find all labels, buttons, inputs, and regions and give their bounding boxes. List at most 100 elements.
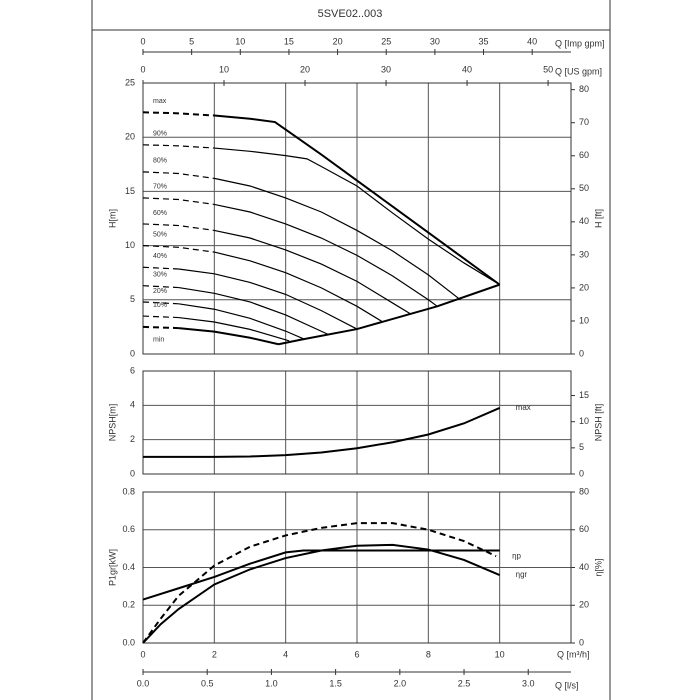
secondary-x-tick-label: 3.0: [522, 678, 535, 688]
y-tick-label: 6: [130, 365, 135, 375]
title: 5SVE02..003: [318, 8, 383, 20]
y2-axis-label: η[%]: [593, 558, 603, 576]
secondary-x-tick-label: 2.0: [394, 678, 407, 688]
y2-tick-label: 30: [579, 249, 589, 259]
curve-label: 20%: [153, 288, 167, 295]
secondary-x-tick-label: 1.5: [329, 678, 342, 688]
plot-frame: [142, 491, 572, 644]
y2-tick-label: 0: [579, 348, 584, 358]
curve: [178, 316, 290, 342]
y2-tick-label: 80: [579, 84, 589, 94]
y2-tick-label: 40: [579, 562, 589, 572]
secondary-x-tick-label: 20: [300, 64, 310, 74]
x-axis-label: Q [m³/h]: [557, 649, 590, 659]
secondary-axis-label: Q [l/s]: [555, 680, 579, 690]
y2-axis-label: NPSH [ft]: [593, 404, 603, 442]
curve-label: ηp: [512, 551, 521, 560]
curve: [142, 543, 501, 644]
y-tick-label: 0.2: [122, 600, 135, 610]
secondary-axis-label: Q [Imp gpm]: [555, 38, 605, 48]
curve: [178, 268, 358, 330]
y2-axis-label: H [ft]: [593, 209, 603, 228]
curve: [178, 286, 329, 336]
curve: [178, 327, 279, 346]
y2-tick-label: 0: [579, 637, 584, 647]
curve-label: 50%: [153, 231, 167, 238]
x-tick-label: 10: [495, 649, 505, 659]
secondary-x-tick-label: 30: [430, 36, 440, 46]
y-axis-label: NPSH[m]: [107, 404, 117, 442]
x-tick-label: 6: [354, 649, 359, 659]
y-tick-label: 0: [130, 468, 135, 478]
y2-tick-label: 80: [579, 486, 589, 496]
x-tick-label: 8: [426, 649, 431, 659]
curve-dashed: [142, 197, 215, 206]
curve-dashed: [142, 285, 179, 289]
y-tick-label: 25: [125, 77, 135, 87]
y-tick-label: 0.6: [122, 524, 135, 534]
curve: [214, 114, 501, 286]
y2-tick-label: 60: [579, 524, 589, 534]
curve-dashed: [142, 315, 179, 319]
secondary-x-tick-label: 10: [235, 36, 245, 46]
curve-dashed: [142, 266, 179, 270]
curve: [214, 177, 461, 301]
secondary-x-tick-label: 0.5: [201, 678, 214, 688]
secondary-x-tick-label: 30: [381, 64, 391, 74]
curve-dashed: [142, 223, 215, 232]
curve-dashed: [142, 522, 497, 644]
y2-tick-label: 60: [579, 150, 589, 160]
secondary-axis-label: Q [US gpm]: [555, 66, 602, 76]
y2-tick-label: 10: [579, 315, 589, 325]
secondary-x-tick-label: 0: [140, 64, 145, 74]
secondary-x-tick-label: 1.0: [265, 678, 278, 688]
y-tick-label: 20: [125, 132, 135, 142]
secondary-x-tick-label: 0.0: [137, 678, 150, 688]
curve-dashed: [142, 301, 179, 305]
curve: [214, 251, 383, 322]
secondary-x-tick-label: 25: [381, 36, 391, 46]
x-tick-label: 2: [212, 649, 217, 659]
curve: [178, 303, 304, 340]
y2-tick-label: 20: [579, 282, 589, 292]
secondary-x-tick-label: 0: [140, 36, 145, 46]
y-tick-label: 0.4: [122, 562, 135, 572]
y-tick-label: 10: [125, 240, 135, 250]
y-tick-label: 0.8: [122, 486, 135, 496]
secondary-x-tick-label: 50: [543, 64, 553, 74]
curve-label: 80%: [153, 158, 167, 165]
secondary-x-tick-label: 35: [479, 36, 489, 46]
curve-dashed: [142, 325, 179, 330]
x-tick-label: 0: [140, 649, 145, 659]
curve: [214, 147, 500, 286]
secondary-x-tick-label: 15: [284, 36, 294, 46]
secondary-x-tick-label: 2.5: [458, 678, 471, 688]
y-tick-label: 0: [130, 348, 135, 358]
curve: [143, 406, 501, 458]
curve-label: 60%: [153, 210, 167, 217]
y-tick-label: 5: [130, 294, 135, 304]
curve-dashed: [142, 111, 215, 117]
curve: [142, 549, 500, 601]
curve-label: ηgr: [516, 570, 528, 579]
curve-label: max: [153, 98, 167, 105]
y2-tick-label: 15: [579, 390, 589, 400]
y2-tick-label: 20: [579, 600, 589, 610]
curve-label: 70%: [153, 184, 167, 191]
plot-frame: [142, 370, 572, 475]
y2-tick-label: 40: [579, 216, 589, 226]
y-tick-label: 2: [130, 434, 135, 444]
y2-tick-label: 70: [579, 117, 589, 127]
curve-label: 30%: [153, 272, 167, 279]
secondary-x-tick-label: 40: [527, 36, 537, 46]
curve: [214, 203, 438, 307]
y-axis-label: P1gr[kW]: [107, 549, 117, 586]
y2-tick-label: 10: [579, 416, 589, 426]
curve-label: 90%: [153, 131, 167, 138]
curve-label: min: [153, 337, 164, 344]
curve-dashed: [142, 245, 215, 253]
y-tick-label: 4: [130, 400, 135, 410]
curve: [214, 229, 411, 315]
secondary-x-tick-label: 5: [189, 36, 194, 46]
y2-tick-label: 5: [579, 442, 584, 452]
